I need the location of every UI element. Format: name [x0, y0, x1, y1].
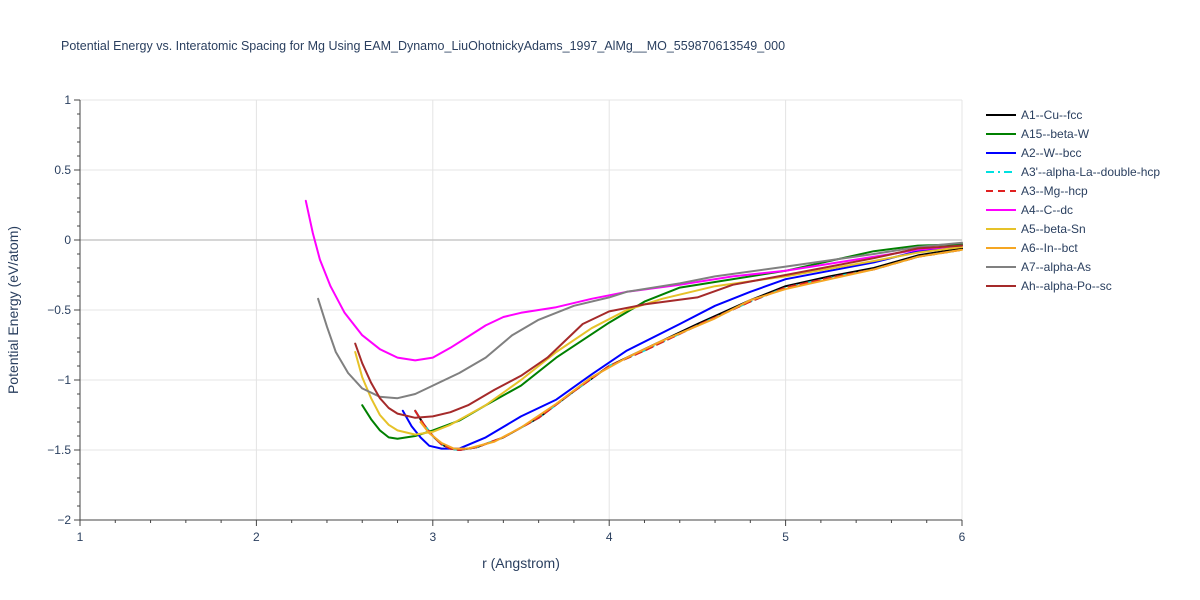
y-tick-label: 0.5 — [54, 163, 71, 177]
grid-lines — [80, 99, 963, 520]
y-tick-label: −0.5 — [47, 303, 71, 317]
legend-label: A3--Mg--hcp — [1021, 184, 1088, 198]
x-tick-label: 2 — [253, 530, 260, 544]
y-tick-label: −1 — [57, 373, 71, 387]
plot-area — [304, 199, 963, 451]
legend-label: A15--beta-W — [1021, 127, 1090, 141]
x-tick-label: 4 — [606, 530, 613, 544]
legend-label: A2--W--bcc — [1021, 146, 1081, 160]
legend-label: A1--Cu--fcc — [1021, 108, 1082, 122]
series-line-5 — [304, 199, 963, 362]
legend-item[interactable]: A4--C--dc — [986, 203, 1073, 217]
legend-label: A4--C--dc — [1021, 203, 1073, 217]
y-tick-label: 1 — [64, 93, 71, 107]
y-axis-title: Potential Energy (eV/atom) — [5, 226, 21, 394]
y-tick-label: 0 — [64, 233, 71, 247]
chart-title: Potential Energy vs. Interatomic Spacing… — [61, 39, 785, 53]
legend-item[interactable]: A3--Mg--hcp — [986, 184, 1088, 198]
x-tick-label: 1 — [77, 530, 84, 544]
legend-item[interactable]: A3'--alpha-La--double-hcp — [986, 165, 1160, 179]
legend-label: A5--beta-Sn — [1021, 222, 1086, 236]
series-line-8 — [317, 241, 963, 400]
legend[interactable]: A1--Cu--fcc A15--beta-W A2--W--bcc A3'--alp… — [986, 108, 1160, 293]
series-line-9 — [354, 244, 963, 419]
series-line-7 — [419, 248, 963, 450]
legend-item[interactable]: A7--alpha-As — [986, 260, 1091, 274]
x-tick-label: 3 — [429, 530, 436, 544]
legend-item[interactable]: A1--Cu--fcc — [986, 108, 1082, 122]
axis-lines — [79, 100, 962, 521]
legend-label: A6--In--bct — [1021, 241, 1078, 255]
y-axis-ticks: 1 0.5 0 −0.5 −1 −1.5 −2 — [47, 93, 80, 527]
legend-label: A3'--alpha-La--double-hcp — [1021, 165, 1160, 179]
legend-item[interactable]: A15--beta-W — [986, 127, 1090, 141]
legend-label: Ah--alpha-Po--sc — [1021, 279, 1112, 293]
legend-item[interactable]: Ah--alpha-Po--sc — [986, 279, 1112, 293]
y-tick-label: −1.5 — [47, 443, 71, 457]
legend-item[interactable]: A6--In--bct — [986, 241, 1078, 255]
x-axis-title: r (Angstrom) — [482, 555, 560, 571]
legend-item[interactable]: A2--W--bcc — [986, 146, 1081, 160]
x-tick-label: 6 — [959, 530, 966, 544]
y-tick-label: −2 — [57, 513, 71, 527]
x-tick-label: 5 — [782, 530, 789, 544]
series-line-2 — [401, 244, 963, 450]
legend-label: A7--alpha-As — [1021, 260, 1091, 274]
legend-item[interactable]: A5--beta-Sn — [986, 222, 1086, 236]
